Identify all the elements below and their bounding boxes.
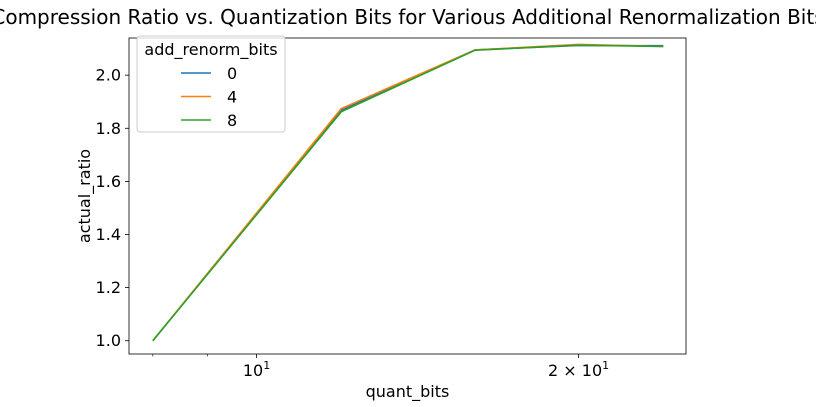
y-tick-label: 1.6 [96, 172, 121, 191]
chart-title: Compression Ratio vs. Quantization Bits … [0, 5, 816, 29]
series-layer [152, 43, 664, 342]
axes-ticks: 1.0 1.2 1.4 1.6 1.8 2.0 101 2 × 101 [96, 66, 610, 380]
legend-label: 8 [227, 111, 237, 130]
y-tick-label: 1.2 [96, 278, 121, 297]
y-tick-label: 1.4 [96, 225, 121, 244]
legend-label: 0 [227, 64, 237, 83]
legend-label: 4 [227, 88, 237, 107]
y-axis-label: actual_ratio [75, 149, 95, 243]
plot-area [128, 37, 687, 355]
x-tick-label: 2 × 101 [548, 359, 609, 380]
y-tick-label: 1.8 [96, 119, 121, 138]
y-tick-label: 2.0 [96, 66, 121, 85]
x-axis-label: quant_bits [366, 382, 450, 402]
series-line-8 [152, 44, 664, 342]
legend: add_renorm_bits 0 4 8 [136, 35, 286, 133]
legend-items: 0 4 8 [181, 64, 237, 130]
legend-title: add_renorm_bits [144, 40, 277, 60]
legend-box [136, 35, 286, 133]
y-tick-label: 1.0 [96, 331, 121, 350]
x-tick-label: 101 [243, 359, 270, 380]
